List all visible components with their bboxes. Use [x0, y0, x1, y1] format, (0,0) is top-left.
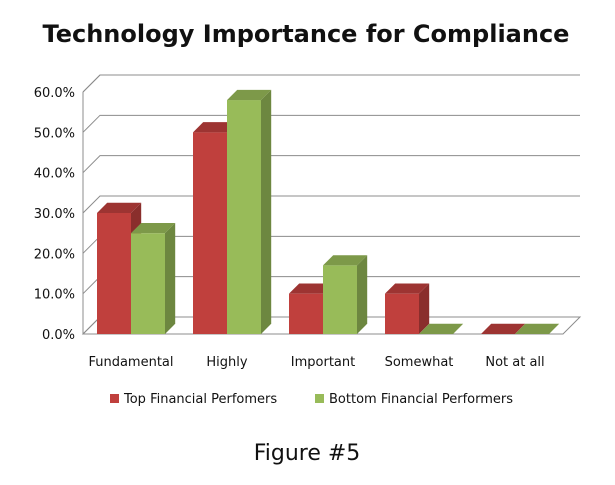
bar-top — [481, 323, 526, 334]
legend-label: Bottom Financial Performers — [329, 392, 513, 407]
bar — [323, 255, 368, 334]
gridline — [82, 195, 580, 214]
x-axis: Fundamental Highly Important Somewhat Not at… — [88, 355, 544, 370]
x-tick-label: Important — [291, 355, 355, 370]
bar-front — [227, 100, 261, 334]
y-tick-label: 20.0% — [34, 247, 75, 262]
bar — [481, 323, 526, 334]
bar-top — [193, 122, 238, 133]
bar-top — [323, 255, 368, 266]
chart-title: Technology Importance for Compliance — [43, 20, 570, 48]
gridline — [82, 114, 580, 133]
x-tick-label: Not at all — [485, 355, 544, 370]
gridline — [82, 155, 580, 174]
x-tick-label: Fundamental — [88, 355, 173, 370]
bar — [419, 323, 464, 334]
y-tick-label: 30.0% — [34, 207, 75, 222]
bar-side — [419, 283, 430, 334]
figure-caption: Figure #5 — [254, 441, 361, 466]
bar-front — [193, 132, 227, 334]
bar-front — [289, 293, 323, 334]
gridline — [82, 74, 580, 93]
legend-swatch — [110, 394, 119, 403]
y-tick-label: 60.0% — [34, 86, 75, 101]
bar — [131, 222, 176, 334]
bar-side — [357, 255, 368, 334]
legend: Top Financial Perfomers Bottom Financial … — [110, 392, 513, 407]
bar-top — [289, 283, 334, 294]
y-axis: 0.0% 10.0% 20.0% 30.0% 40.0% 50.0% 60.0% — [34, 86, 75, 343]
bar-top — [419, 323, 464, 334]
bar-front — [97, 213, 131, 334]
legend-item: Top Financial Perfomers — [110, 392, 277, 407]
plot-area — [97, 89, 560, 334]
y-tick-label: 0.0% — [42, 328, 75, 343]
bar — [515, 323, 560, 334]
x-tick-label: Highly — [206, 355, 247, 370]
bar-front — [385, 293, 419, 334]
bar-side — [261, 89, 272, 334]
bar-top — [97, 202, 142, 213]
bar — [385, 283, 430, 334]
bar — [227, 89, 272, 334]
y-tick-label: 50.0% — [34, 126, 75, 141]
bar-front — [323, 265, 357, 334]
bar-side — [165, 222, 176, 334]
bar-top — [227, 89, 272, 101]
bar-top — [515, 323, 560, 334]
y-tick-label: 40.0% — [34, 167, 75, 182]
legend-label: Top Financial Perfomers — [123, 392, 277, 407]
y-tick-label: 10.0% — [34, 288, 75, 303]
bar-front — [131, 233, 165, 334]
legend-swatch — [315, 394, 324, 403]
legend-item: Bottom Financial Performers — [315, 392, 513, 407]
bar-top — [385, 283, 430, 294]
bar-top — [131, 222, 176, 234]
x-tick-label: Somewhat — [385, 355, 454, 370]
